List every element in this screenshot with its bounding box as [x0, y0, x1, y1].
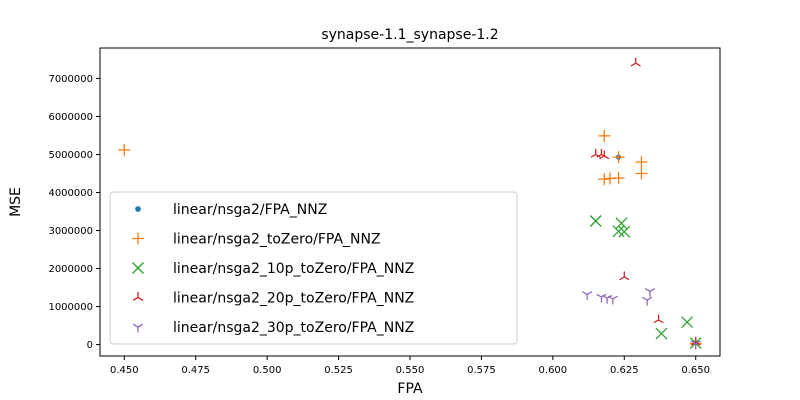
legend-marker	[132, 292, 144, 301]
y-tick-label: 7000000	[48, 74, 93, 85]
y-tick-label: 4000000	[48, 188, 93, 199]
y-axis: 0 1000000 2000000 3000000 4000000 5000000 6000…	[48, 74, 100, 351]
y-axis-label: MSE	[8, 187, 24, 217]
x-tick-label: 0.500	[253, 365, 282, 376]
data-point	[690, 340, 701, 350]
data-point	[612, 151, 625, 164]
data-point	[619, 271, 630, 281]
data-point	[607, 295, 618, 305]
x-axis-label: FPA	[397, 381, 423, 397]
data-point	[618, 225, 631, 238]
data-point	[598, 129, 611, 142]
legend-label: linear/nsga2/FPA_NNZ	[173, 202, 327, 218]
x-axis: 0.450 0.475 0.500 0.525 0.550 0.575 0.600 0.625…	[110, 356, 710, 376]
data-point	[589, 215, 602, 227]
data-point	[635, 156, 648, 169]
data-point	[644, 288, 656, 297]
y-tick-label: 6000000	[48, 112, 93, 123]
legend-marker	[132, 262, 144, 274]
x-tick-label: 0.550	[396, 365, 425, 376]
legend-marker	[132, 323, 144, 333]
data-point	[630, 57, 641, 67]
data-point	[598, 173, 611, 186]
legend-marker	[135, 206, 141, 212]
data-markers	[118, 57, 702, 350]
x-tick-label: 0.650	[681, 365, 710, 376]
x-tick-label: 0.625	[610, 365, 639, 376]
data-point	[635, 167, 648, 180]
data-point	[612, 172, 625, 185]
y-tick-label: 3000000	[48, 226, 93, 237]
data-point	[681, 316, 694, 329]
x-tick-label: 0.575	[467, 365, 496, 376]
data-point	[582, 291, 593, 300]
data-point	[615, 217, 628, 230]
x-tick-label: 0.475	[181, 365, 210, 376]
data-point	[653, 314, 664, 324]
y-tick-label: 1000000	[48, 302, 93, 313]
legend-label: linear/nsga2_20p_toZero/FPA_NNZ	[173, 291, 414, 307]
data-point	[689, 337, 702, 350]
data-point	[599, 150, 610, 160]
data-point	[118, 143, 131, 156]
x-tick-label: 0.600	[539, 365, 568, 376]
legend-label: linear/nsga2_toZero/FPA_NNZ	[173, 232, 381, 248]
data-point	[642, 296, 653, 306]
legend: linear/nsga2/FPA_NNZ linear/nsga2_toZero/…	[109, 191, 518, 345]
legend-label: linear/nsga2_30p_toZero/FPA_NNZ	[173, 320, 414, 336]
chart-title: synapse-1.1_synapse-1.2	[321, 27, 498, 43]
y-tick-label: 5000000	[48, 150, 93, 161]
legend-marker	[132, 232, 144, 245]
x-tick-label: 0.450	[110, 365, 139, 376]
x-tick-label: 0.525	[324, 365, 353, 376]
y-tick-label: 0	[87, 340, 93, 351]
data-point	[655, 327, 668, 340]
data-point	[612, 225, 625, 238]
y-tick-label: 2000000	[48, 264, 93, 275]
legend-label: linear/nsga2_10p_toZero/FPA_NNZ	[173, 261, 414, 277]
legend-box	[109, 191, 518, 345]
